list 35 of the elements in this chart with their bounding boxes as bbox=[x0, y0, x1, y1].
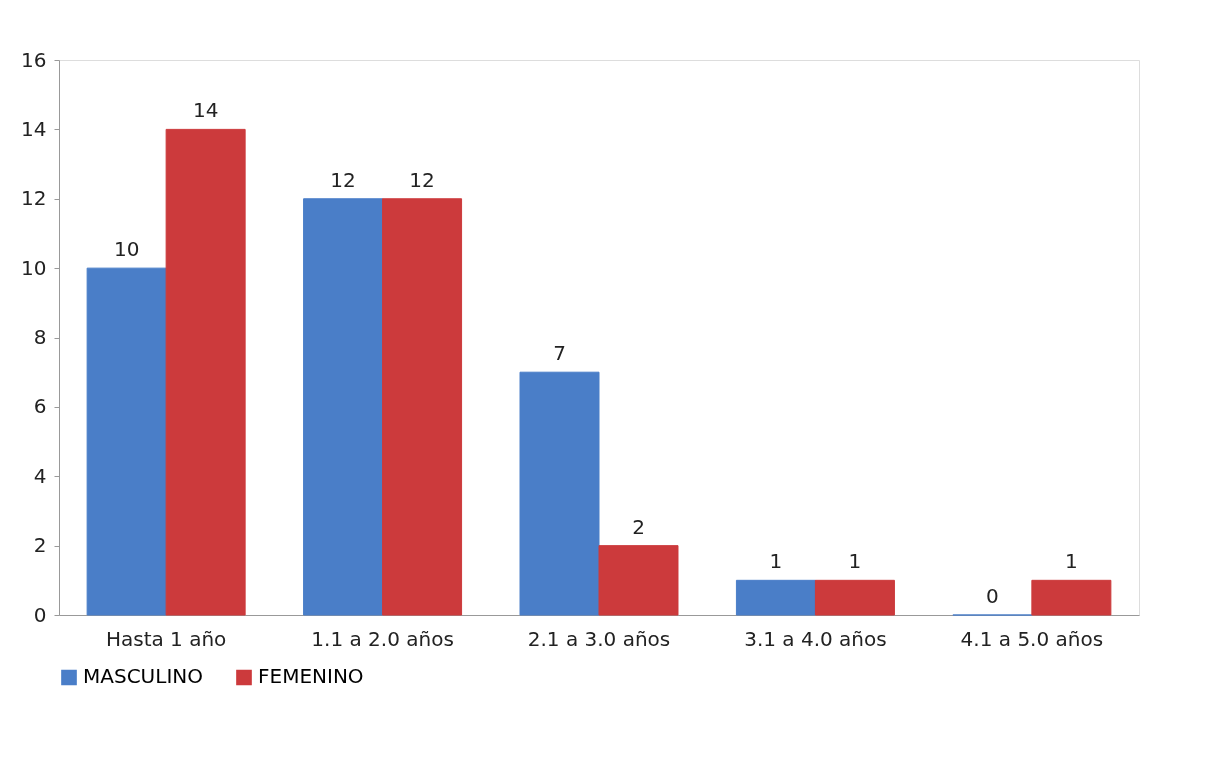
legend-label: MASCULINO bbox=[83, 664, 203, 689]
data-label: 10 bbox=[113, 237, 140, 262]
data-label: 14 bbox=[192, 98, 219, 123]
data-label: 7 bbox=[553, 341, 566, 366]
bar bbox=[814, 579, 895, 616]
legend-label: FEMENINO bbox=[258, 664, 364, 689]
x-tick-label: 3.1 a 4.0 años bbox=[744, 626, 887, 651]
x-tick-label: 4.1 a 5.0 años bbox=[960, 626, 1104, 651]
x-tick-label: 2.1 a 3.0 años bbox=[527, 626, 671, 651]
data-label: 1 bbox=[1065, 549, 1078, 574]
y-tick-label: 0 bbox=[33, 602, 47, 627]
data-label: 2 bbox=[632, 514, 645, 539]
y-tick-label: 8 bbox=[33, 325, 47, 349]
bar bbox=[86, 267, 167, 616]
bar bbox=[735, 579, 816, 616]
x-tick-label: 1.1 a 2.0 años bbox=[311, 626, 454, 651]
bar bbox=[165, 128, 246, 616]
y-tick-label: 14 bbox=[21, 116, 47, 141]
y-tick-label: 6 bbox=[33, 394, 47, 419]
bar bbox=[1031, 579, 1112, 616]
data-label: 0 bbox=[986, 584, 999, 608]
bar bbox=[598, 545, 679, 616]
data-label: 12 bbox=[330, 167, 356, 192]
y-tick-label: 4 bbox=[33, 463, 47, 488]
data-label: 1 bbox=[769, 549, 783, 574]
bar bbox=[382, 198, 463, 616]
x-tick-label: Hasta 1 año bbox=[105, 626, 227, 651]
data-label: 1 bbox=[848, 549, 862, 574]
y-tick-label: 10 bbox=[21, 255, 47, 280]
y-tick-label: 16 bbox=[21, 47, 47, 72]
y-tick-label: 2 bbox=[33, 533, 47, 558]
bar bbox=[519, 371, 600, 616]
y-tick-label: 12 bbox=[21, 186, 47, 211]
data-label: 12 bbox=[409, 167, 435, 192]
bar bbox=[303, 198, 384, 616]
